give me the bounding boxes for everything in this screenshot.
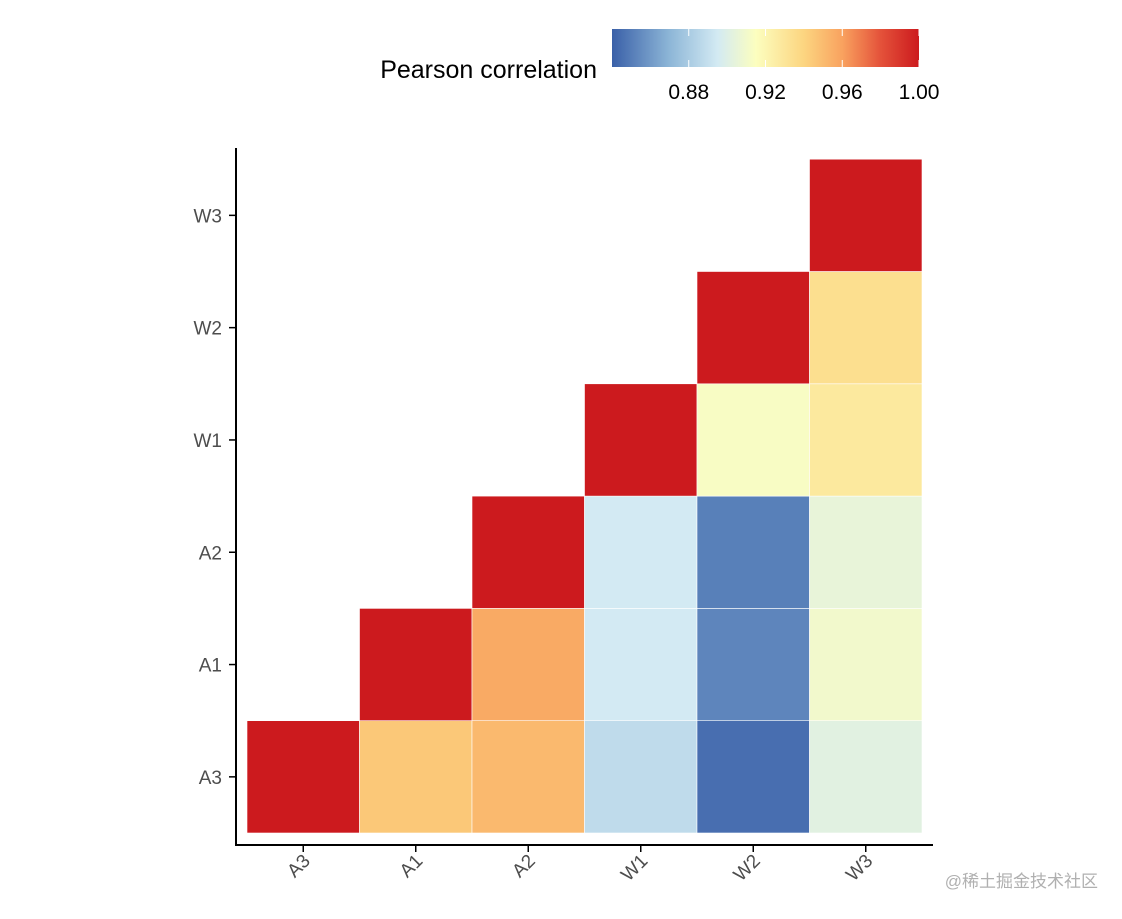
y-tick-label: A1 bbox=[199, 656, 222, 677]
heatmap-cell-A2-A2 bbox=[471, 495, 585, 609]
heatmap-cell-W1-A3 bbox=[584, 720, 698, 834]
heatmap-cell-W1-A1 bbox=[584, 608, 698, 722]
heatmap-cell-A2-A3 bbox=[471, 720, 585, 834]
heatmap-cell-W3-A2 bbox=[809, 495, 923, 609]
heatmap-cell-W2-A2 bbox=[696, 495, 810, 609]
heatmap-cell-W2-A3 bbox=[696, 720, 810, 834]
heatmap-cell-W3-A3 bbox=[809, 720, 923, 834]
y-tick-label: A2 bbox=[199, 543, 222, 564]
heatmap-cell-A1-A1 bbox=[359, 608, 473, 722]
legend-tick-label: 0.92 bbox=[745, 81, 786, 104]
heatmap-cell-W1-W1 bbox=[584, 383, 698, 497]
heatmap-cell-W3-W2 bbox=[809, 271, 923, 385]
heatmap-cell-W2-W2 bbox=[696, 271, 810, 385]
y-tick-label: W3 bbox=[194, 206, 223, 227]
heatmap-cell-A3-A3 bbox=[246, 720, 360, 834]
heatmap-cell-W3-W1 bbox=[809, 383, 923, 497]
legend-tick-label: 0.88 bbox=[668, 81, 709, 104]
heatmap-cell-W1-A2 bbox=[584, 495, 698, 609]
x-tick-label: W3 bbox=[842, 851, 877, 886]
heatmap-cell-W3-W3 bbox=[809, 158, 923, 272]
y-tick-label: W1 bbox=[194, 431, 223, 452]
x-tick-label: A3 bbox=[283, 851, 314, 882]
y-tick-label: A3 bbox=[199, 768, 222, 789]
watermark: @稀土掘金技术社区 bbox=[945, 872, 1098, 891]
x-tick-label: W2 bbox=[730, 851, 765, 886]
legend-title: Pearson correlation bbox=[380, 56, 597, 84]
legend: Pearson correlation 0.88 0.92 0.96 1.00 bbox=[380, 29, 939, 104]
x-tick-label: A2 bbox=[508, 851, 539, 882]
heatmap-cell-A1-A3 bbox=[359, 720, 473, 834]
x-tick-label: A1 bbox=[396, 851, 427, 882]
heatmap-cell-W2-A1 bbox=[696, 608, 810, 722]
y-tick-label: W2 bbox=[194, 319, 223, 340]
x-tick-label: W1 bbox=[617, 851, 652, 886]
heatmap-cell-W2-W1 bbox=[696, 383, 810, 497]
legend-tick-label: 0.96 bbox=[822, 81, 863, 104]
heatmap-cell-W3-A1 bbox=[809, 608, 923, 722]
heatmap-cell-A2-A1 bbox=[471, 608, 585, 722]
legend-tick-label: 1.00 bbox=[899, 81, 940, 104]
